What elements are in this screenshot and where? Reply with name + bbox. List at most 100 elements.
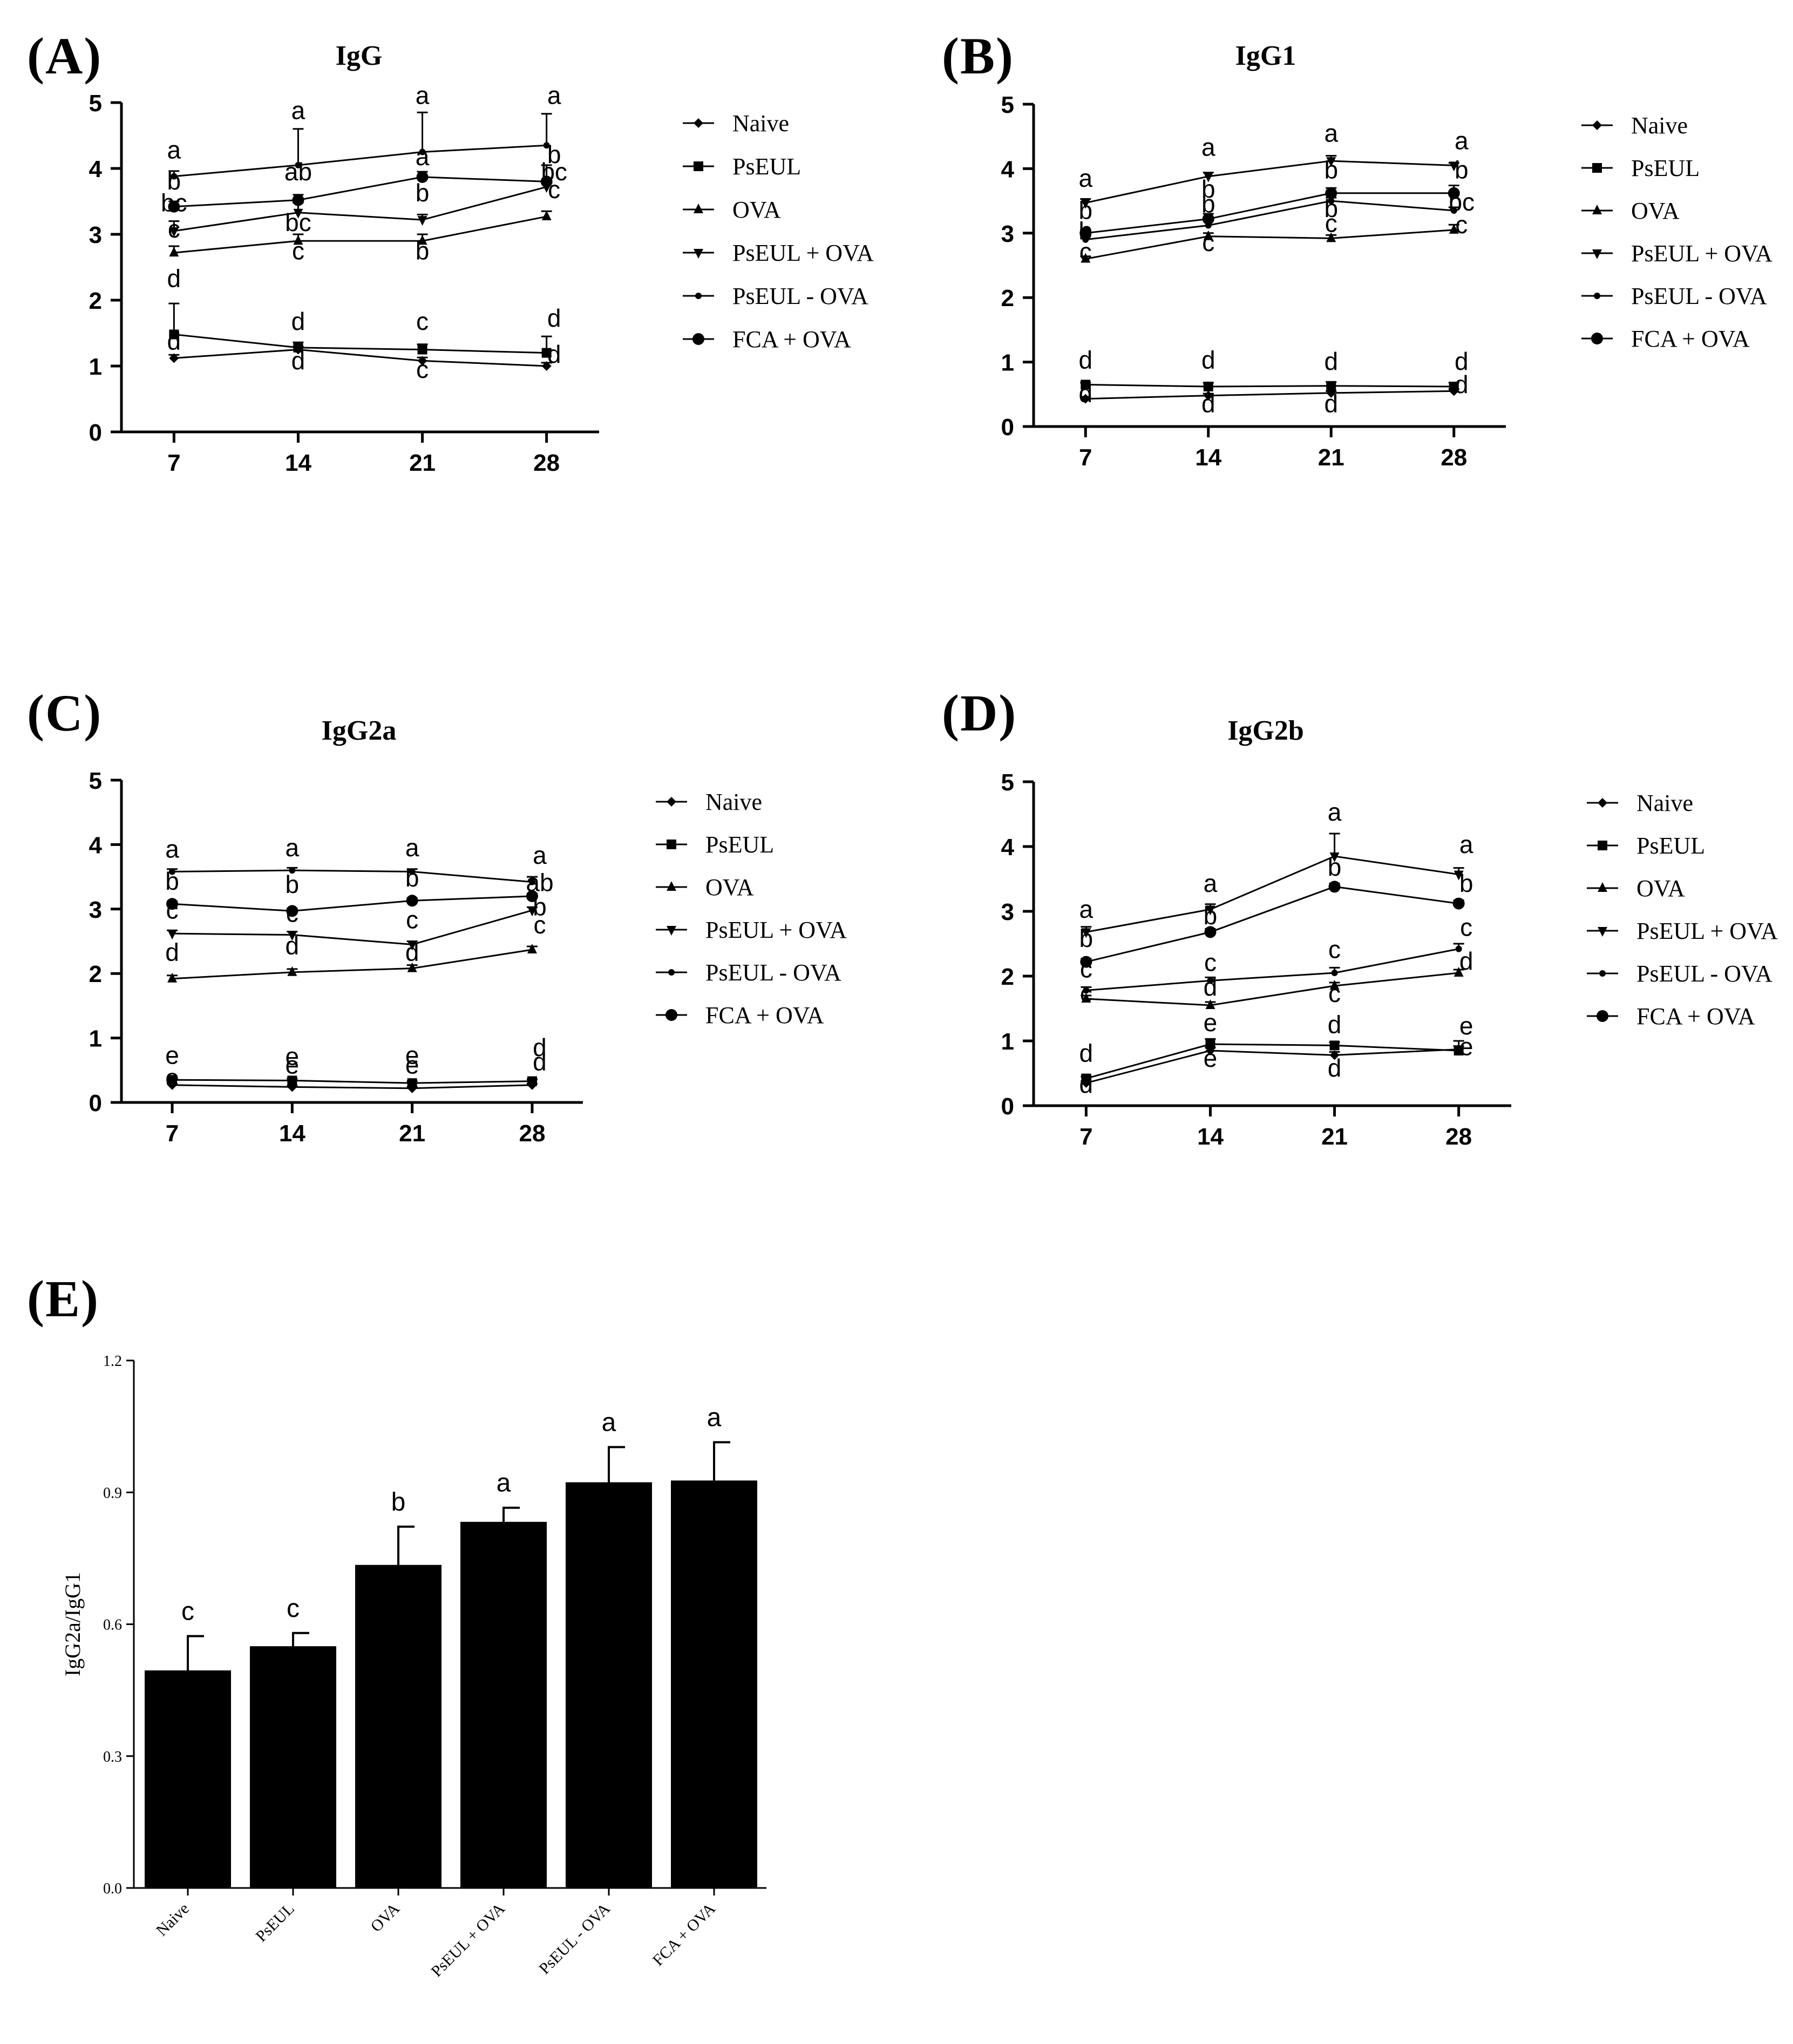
panel-c-data-point xyxy=(286,905,298,917)
panel-b-x-tick-label: 14 xyxy=(1195,444,1221,471)
panel-a-data-point xyxy=(541,211,552,221)
panel-c-legend-label: PsEUL - OVA xyxy=(705,959,841,986)
panel-label-e: (E) xyxy=(27,1270,99,1328)
panel-d-data-point xyxy=(1083,987,1090,994)
panel-d-legend-marker xyxy=(1597,1010,1608,1022)
panel-b-legend-marker xyxy=(1592,120,1602,130)
panel-b-data-point xyxy=(1081,394,1091,404)
panel-a-sig-letter: b xyxy=(167,167,181,195)
panel-b-series-line xyxy=(1085,200,1454,241)
panel-a-x-tick-label: 7 xyxy=(167,450,180,476)
panel-a-data-point xyxy=(169,353,179,363)
panel-c-legend-marker xyxy=(667,797,676,807)
panel-b-sig-letter: d xyxy=(1201,346,1215,374)
panel-c-y-tick-label: 2 xyxy=(89,961,102,987)
panel-b-y-tick-label: 5 xyxy=(1001,92,1014,118)
panel-b-data-point xyxy=(1325,187,1337,199)
panel-c-sig-letter: e xyxy=(286,1043,300,1071)
panel-c-data-point xyxy=(287,1075,297,1086)
panel-a-sig-letter: ab xyxy=(284,158,312,186)
panel-b-sig-letter: c xyxy=(1455,211,1468,239)
panel-c-sig-letter: a xyxy=(405,834,419,862)
panel-d-legend-marker xyxy=(1598,798,1607,808)
panel-b-sig-letter: d xyxy=(1078,346,1092,374)
panel-a-sig-letter: a xyxy=(416,81,430,109)
panel-d-sig-letter: e xyxy=(1204,1009,1218,1037)
panel-d-sig-letter: a xyxy=(1328,798,1342,826)
panel-e-y-tick-label: 0.9 xyxy=(103,1485,122,1501)
panel-b-sig-letter: b xyxy=(1324,155,1338,184)
panel-a-y-tick-label: 4 xyxy=(89,156,103,182)
panel-b-sig-letter: d xyxy=(1324,347,1338,375)
panel-a-data-point xyxy=(417,344,427,355)
panel-a-series-line xyxy=(174,144,547,178)
panel-a-series-line xyxy=(174,333,547,354)
panel-e-bar xyxy=(355,1565,442,1888)
panel-a-y-tick-label: 0 xyxy=(89,419,102,446)
panel-c-sig-letter: e xyxy=(286,1051,300,1079)
panel-b-data-point xyxy=(1203,381,1213,391)
panel-d-y-tick-label: 3 xyxy=(1001,899,1014,925)
panel-a-data-point xyxy=(169,227,179,237)
panel-a-series-line xyxy=(174,348,547,367)
panel-label-c: (C) xyxy=(27,684,103,742)
panel-c-y-tick-label: 0 xyxy=(89,1090,102,1116)
panel-b-sig-letter: d xyxy=(1078,380,1092,408)
panel-d-sig-letter: a xyxy=(1459,830,1473,858)
panel-d-data-point xyxy=(1329,980,1340,990)
panel-d-sig-letter: c xyxy=(1204,948,1217,976)
panel-b-data-point xyxy=(1448,187,1460,199)
panel-a-sig-letter: d xyxy=(291,307,305,335)
panel-d-sig-letter: b xyxy=(1328,853,1342,881)
panel-e-x-tick-label: OVA xyxy=(367,1899,403,1935)
panel-d-series-line xyxy=(1085,1048,1459,1084)
panel-c-legend-marker xyxy=(667,881,676,891)
panel-c-data-point xyxy=(169,868,176,875)
panel-e-x-tick-label: PsEUL - OVA xyxy=(535,1899,614,1978)
panel-e-sig-letter: b xyxy=(391,1488,406,1517)
panel-a-legend-marker xyxy=(694,118,703,128)
panel-c-legend-marker xyxy=(667,840,676,849)
panel-a-sig-letter: c xyxy=(168,215,180,243)
panel-a-data-point xyxy=(417,216,427,226)
panel-d-sig-letter: c xyxy=(1460,913,1472,942)
panel-e-sig-letter: c xyxy=(181,1597,194,1626)
panel-c-series-line xyxy=(172,895,533,912)
panel-c-x-tick-label: 7 xyxy=(166,1120,179,1147)
panel-e-sig-letter: a xyxy=(497,1469,511,1498)
panel-a-data-point xyxy=(419,148,426,155)
panel-a-data-point xyxy=(295,161,302,168)
panel-a-series-line xyxy=(174,186,547,232)
panel-c-data-point xyxy=(167,930,178,940)
panel-b-y-tick-label: 3 xyxy=(1001,221,1014,247)
panel-b-legend-label: PsEUL + OVA xyxy=(1631,240,1772,267)
panel-a-sig-letter: c xyxy=(548,175,560,204)
panel-a-y-tick-label: 2 xyxy=(89,288,102,314)
panel-label-b: (B) xyxy=(942,27,1014,85)
panel-d-legend-marker xyxy=(1598,882,1607,892)
panel-a-sig-letter: d xyxy=(547,340,561,368)
panel-d-data-point xyxy=(1081,928,1091,938)
panel-d-sig-letter: d xyxy=(1079,1070,1094,1098)
panel-b-data-point xyxy=(1203,230,1213,240)
panel-a-data-point xyxy=(168,200,180,213)
panel-b-x-tick-label: 7 xyxy=(1079,444,1092,471)
panel-e-bar xyxy=(145,1670,231,1888)
panel-c-series-line xyxy=(172,909,533,945)
panel-c-data-point xyxy=(527,944,537,954)
panel-a-sig-letter: b xyxy=(416,179,430,207)
panel-e-x-tick-label: FCA + OVA xyxy=(649,1899,719,1969)
panel-d-data-point xyxy=(1454,967,1464,977)
panel-a-data-point xyxy=(169,329,179,340)
panel-d-series-line xyxy=(1085,1043,1459,1080)
panel-c-sig-letter: d xyxy=(405,938,419,966)
panel-d-data-point xyxy=(1331,970,1338,976)
panel-c-data-point xyxy=(289,867,296,874)
panel-d-legend-label: Naive xyxy=(1636,790,1693,816)
panel-b-data-point xyxy=(1450,207,1457,214)
panel-c-data-point xyxy=(528,878,535,885)
panel-a-x-tick-label: 14 xyxy=(285,450,311,476)
panel-c-data-point xyxy=(407,1078,417,1088)
panel-b-sig-letter: c xyxy=(1325,209,1337,237)
panel-c-series-line xyxy=(172,949,533,980)
